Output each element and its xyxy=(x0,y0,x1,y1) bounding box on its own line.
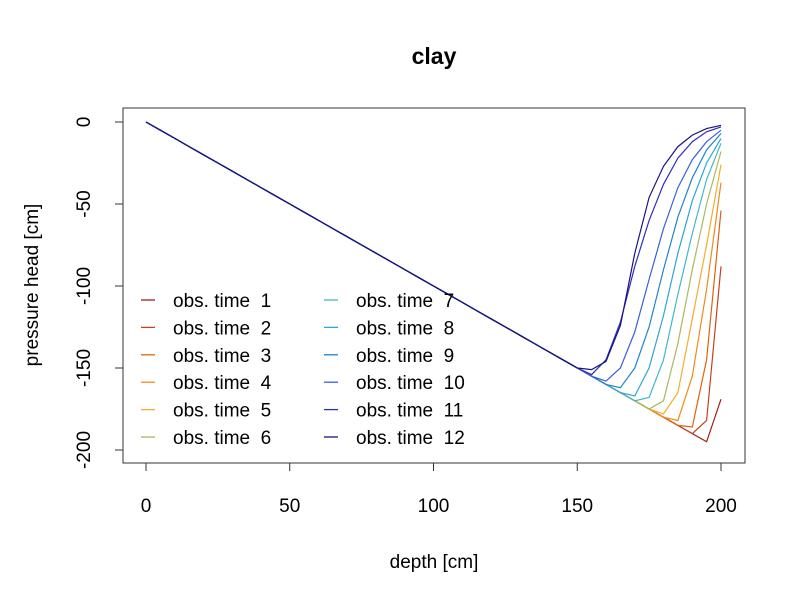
legend-label: obs. time 1 xyxy=(173,291,271,312)
y-axis-label: pressure head [cm] xyxy=(22,204,43,367)
legend-label: obs. time 7 xyxy=(356,291,454,312)
y-tick-label: 0 xyxy=(74,117,95,128)
legend-label: obs. time 2 xyxy=(173,318,271,339)
legend-label: obs. time 4 xyxy=(173,373,272,394)
legend-label: obs. time 9 xyxy=(356,346,454,367)
x-tick-label: 50 xyxy=(279,496,300,517)
y-tick-label: -150 xyxy=(74,349,95,387)
legend-label: obs. time 10 xyxy=(356,373,465,394)
y-axis: 0 -50 -100 -150 -200 xyxy=(74,117,124,469)
legend-label: obs. time 3 xyxy=(173,346,271,367)
x-tick-label: 0 xyxy=(141,496,152,517)
x-tick-label: 150 xyxy=(561,496,593,517)
y-tick-label: -100 xyxy=(74,267,95,305)
legend: obs. time 1 obs. time 2 obs. time 3 obs. ti… xyxy=(141,291,465,449)
x-axis: 0 50 100 150 200 xyxy=(141,462,737,517)
legend-label: obs. time 12 xyxy=(356,428,465,449)
chart-title: clay xyxy=(412,43,457,69)
series-line-12 xyxy=(145,121,722,371)
x-tick-label: 200 xyxy=(705,496,737,517)
legend-label: obs. time 8 xyxy=(356,318,454,339)
x-tick-label: 100 xyxy=(418,496,450,517)
legend-label: obs. time 5 xyxy=(173,401,271,422)
y-tick-label: -50 xyxy=(74,190,95,217)
legend-label: obs. time 6 xyxy=(173,428,271,449)
legend-label: obs. time 11 xyxy=(356,401,463,422)
y-tick-label: -200 xyxy=(74,431,95,469)
x-axis-label: depth [cm] xyxy=(390,552,479,573)
series-lines xyxy=(145,121,722,443)
